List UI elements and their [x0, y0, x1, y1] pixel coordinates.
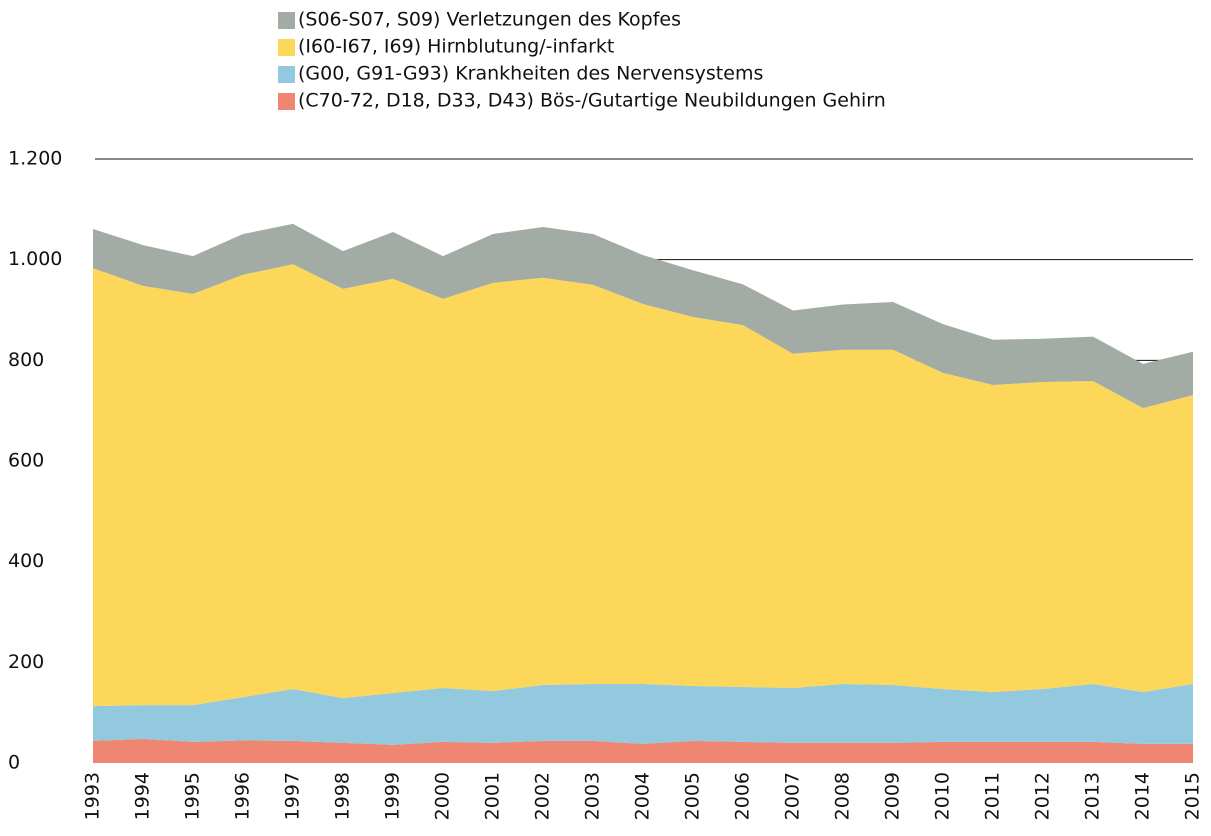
x-tick-label: 2010	[932, 772, 954, 820]
y-tick-label: 1.000	[8, 248, 62, 270]
y-tick-label: 400	[8, 550, 44, 572]
x-tick-label: 2002	[532, 772, 554, 820]
x-tick-label: 2014	[1132, 772, 1154, 820]
y-tick-label: 600	[8, 450, 44, 472]
x-tick-label: 2003	[582, 772, 604, 820]
x-tick-label: 1994	[132, 772, 154, 820]
x-tick-label: 1999	[382, 772, 404, 820]
x-tick-label: 1995	[182, 772, 204, 820]
x-tick-label: 2006	[732, 772, 754, 820]
x-tick-label: 2008	[832, 772, 854, 820]
x-tick-label: 2007	[782, 772, 804, 820]
area	[93, 683, 1193, 745]
x-tick-label: 2004	[632, 772, 654, 820]
y-tick-label: 1.200	[8, 148, 62, 170]
y-tick-label: 0	[8, 752, 20, 774]
legend-label: (G00, G91-G93) Krankheiten des Nervensys…	[298, 63, 763, 85]
x-tick-label: 2011	[982, 772, 1004, 820]
legend-swatch	[278, 66, 295, 83]
y-tick-label: 800	[8, 349, 44, 371]
area	[93, 738, 1193, 763]
legend-swatch	[278, 39, 295, 56]
legend-swatch	[278, 93, 295, 110]
x-tick-label: 2001	[482, 772, 504, 820]
x-tick-label: 2012	[1032, 772, 1054, 820]
x-tick-label: 2013	[1082, 772, 1104, 820]
y-tick-label: 200	[8, 651, 44, 673]
area	[93, 264, 1193, 707]
x-tick-label: 1993	[82, 772, 104, 820]
legend-swatch	[278, 12, 295, 29]
x-tick-label: 1998	[332, 772, 354, 820]
legend-label: (I60-I67, I69) Hirnblutung/-infarkt	[298, 36, 614, 58]
x-tick-label: 2009	[882, 772, 904, 820]
x-tick-label: 1997	[282, 772, 304, 820]
area	[93, 223, 1193, 409]
legend-label: (S06-S07, S09) Verletzungen des Kopfes	[298, 9, 681, 31]
x-tick-label: 1996	[232, 772, 254, 820]
legend-label: (C70-72, D18, D33, D43) Bös-/Gutartige N…	[298, 90, 886, 112]
x-tick-label: 2000	[432, 772, 454, 820]
x-tick-label: 2005	[682, 772, 704, 820]
x-tick-label: 2015	[1182, 772, 1204, 820]
